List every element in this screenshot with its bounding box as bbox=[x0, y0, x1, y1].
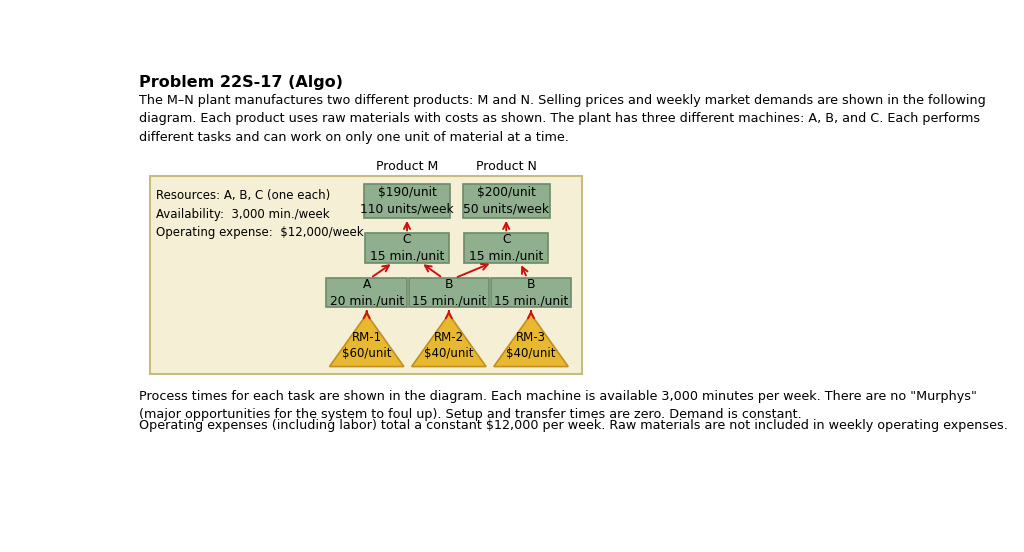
Polygon shape bbox=[494, 314, 568, 367]
FancyBboxPatch shape bbox=[463, 184, 550, 218]
Text: Operating expenses (including labor) total a constant $12,000 per week. Raw mate: Operating expenses (including labor) tot… bbox=[139, 419, 1008, 432]
Text: The M–N plant manufactures two different products: M and N. Selling prices and w: The M–N plant manufactures two different… bbox=[139, 94, 985, 144]
Text: C
15 min./unit: C 15 min./unit bbox=[469, 233, 544, 263]
Text: RM-1
$60/unit: RM-1 $60/unit bbox=[342, 331, 391, 360]
Text: Resources: A, B, C (one each)
Availability:  3,000 min./week
Operating expense: : Resources: A, B, C (one each) Availabili… bbox=[156, 189, 364, 240]
Text: B
15 min./unit: B 15 min./unit bbox=[412, 278, 486, 307]
Text: A
20 min./unit: A 20 min./unit bbox=[330, 278, 403, 307]
Text: Process times for each task are shown in the diagram. Each machine is available : Process times for each task are shown in… bbox=[139, 390, 977, 421]
Text: Product N: Product N bbox=[476, 160, 537, 173]
Text: Problem 22S-17 (Algo): Problem 22S-17 (Algo) bbox=[139, 76, 343, 91]
Text: $190/unit
110 units/week: $190/unit 110 units/week bbox=[360, 186, 454, 216]
Polygon shape bbox=[412, 314, 486, 367]
Text: $200/unit
50 units/week: $200/unit 50 units/week bbox=[463, 186, 549, 216]
FancyBboxPatch shape bbox=[490, 278, 571, 307]
FancyBboxPatch shape bbox=[464, 233, 548, 263]
FancyBboxPatch shape bbox=[366, 233, 449, 263]
Text: RM-2
$40/unit: RM-2 $40/unit bbox=[424, 331, 473, 360]
Text: Product M: Product M bbox=[376, 160, 438, 173]
FancyBboxPatch shape bbox=[150, 176, 583, 374]
Text: C
15 min./unit: C 15 min./unit bbox=[370, 233, 444, 263]
FancyBboxPatch shape bbox=[409, 278, 489, 307]
Polygon shape bbox=[330, 314, 403, 367]
FancyBboxPatch shape bbox=[364, 184, 451, 218]
Text: B
15 min./unit: B 15 min./unit bbox=[494, 278, 568, 307]
FancyBboxPatch shape bbox=[327, 278, 407, 307]
Text: RM-3
$40/unit: RM-3 $40/unit bbox=[506, 331, 556, 360]
